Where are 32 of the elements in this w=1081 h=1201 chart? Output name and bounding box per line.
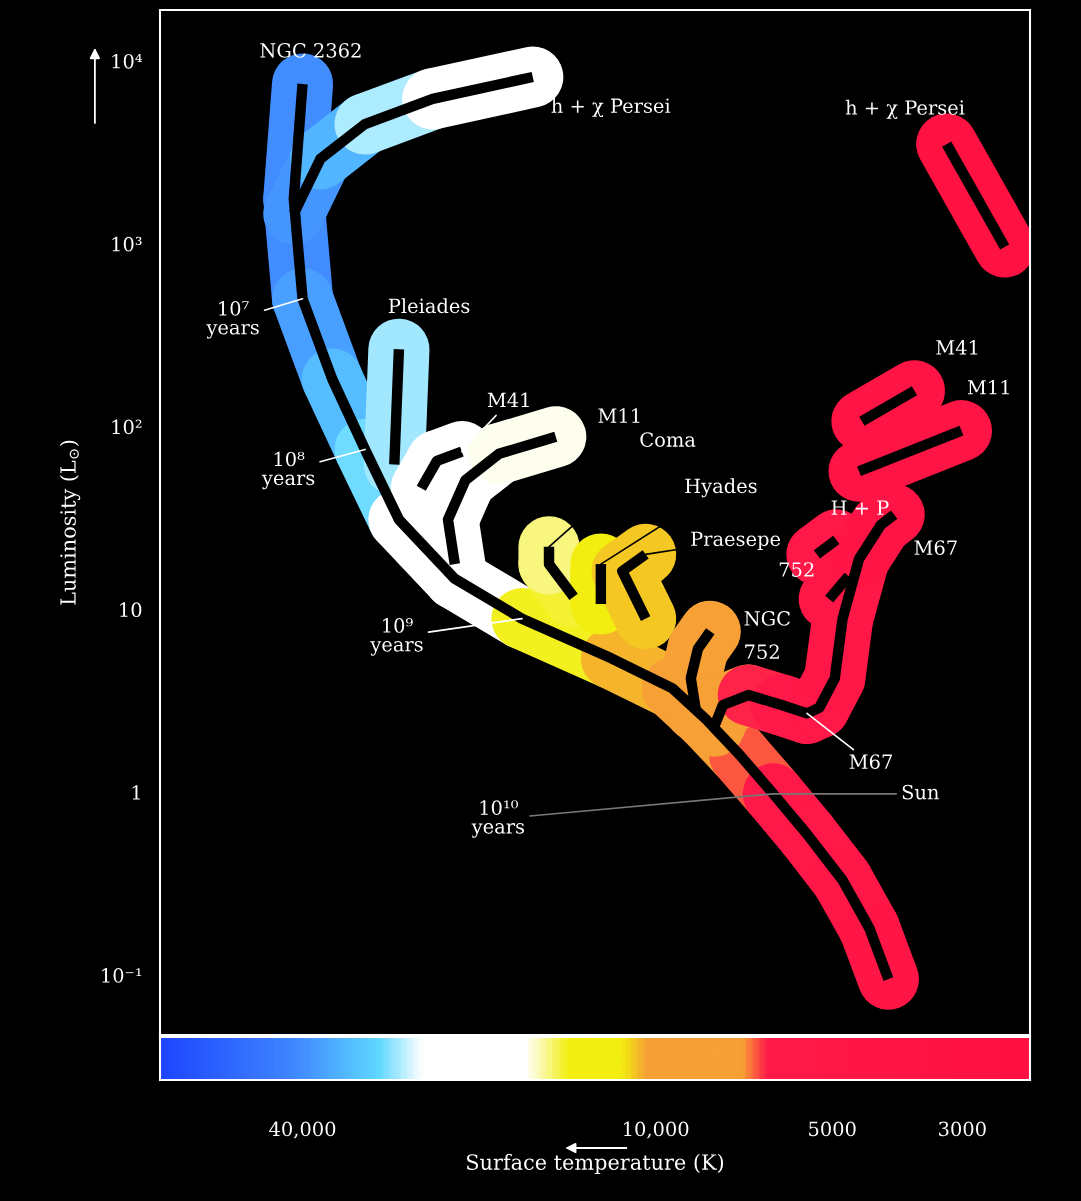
annotation: 752 [745,644,779,660]
x-axis-title: Surface temperature (K) [467,1153,724,1174]
y-tick-label: 10⁻¹ [102,968,142,983]
annotation: Coma [640,432,696,447]
annotation: M67 [914,540,957,555]
x-tick-label: 40,000 [269,1121,336,1139]
annotation: NGC [744,611,790,626]
annotation: NGC 2362 [260,43,361,58]
y-tick-label: 10² [112,419,142,435]
annotation: M11 [967,379,1009,395]
x-tick-label: 10,000 [624,1121,689,1139]
y-tick-label: 10 [120,602,142,618]
annotation: 10⁹ years [370,618,423,656]
annotation: 10⁷ years [206,301,259,339]
annotation: Hyades [685,478,757,498]
y-axis-title: Luminosity (L$_{⊙}$) [59,440,81,605]
annotation: Sun [902,784,939,800]
annotation: M11 [598,408,640,423]
annotation: Praesepe [691,531,781,550]
annotation: M67 [849,754,892,770]
annotation: h + χ Persei [551,98,671,118]
annotation: h + χ Persei [845,99,965,119]
annotation: 10⁸ years [261,451,315,490]
annotation: 10¹⁰ years [471,800,525,838]
y-tick-label: 10⁴ [112,53,143,69]
y-tick-label: 10³ [112,236,142,252]
x-tick-label: 5000 [809,1121,856,1137]
annotation: M41 [936,340,978,355]
y-tick-label: 1 [132,785,140,800]
x-tick-label: 3000 [939,1121,986,1137]
annotation: M41 [487,392,529,407]
annotation: Pleiades [388,298,470,314]
